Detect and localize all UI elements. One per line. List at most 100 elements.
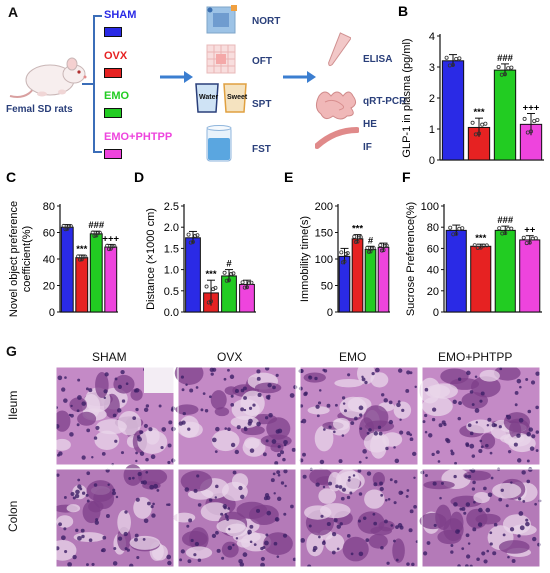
group-swatch-emo bbox=[104, 108, 122, 118]
data-point bbox=[365, 245, 370, 250]
y-tick-label: 0 bbox=[433, 307, 439, 319]
group-swatch-emo-phtpp bbox=[104, 149, 122, 159]
data-point bbox=[339, 250, 344, 255]
data-point bbox=[249, 280, 254, 285]
bar-emo-phtpp bbox=[519, 239, 541, 313]
panel-letter: C bbox=[6, 170, 16, 185]
bar-emo bbox=[89, 233, 103, 313]
data-point bbox=[532, 119, 537, 124]
bar-sham bbox=[60, 226, 74, 313]
data-point bbox=[352, 234, 357, 239]
test-label-fst: FST bbox=[252, 144, 271, 155]
histology-tile-ileum-1 bbox=[174, 367, 298, 466]
y-axis-label: GLP-1 in plasma (pg/ml) bbox=[401, 38, 413, 157]
data-point bbox=[96, 231, 101, 236]
significance-label: *** bbox=[205, 269, 216, 280]
data-point bbox=[68, 224, 73, 229]
data-point bbox=[506, 66, 511, 71]
data-point bbox=[97, 230, 102, 235]
y-tick-label: 60 bbox=[43, 228, 55, 240]
histology-row-colon: Colon bbox=[6, 500, 20, 532]
data-point bbox=[247, 281, 252, 286]
data-point bbox=[224, 278, 229, 283]
data-point bbox=[193, 233, 198, 238]
data-point bbox=[63, 227, 68, 232]
panel-letter: B bbox=[398, 3, 408, 19]
significance-label: +++ bbox=[102, 233, 119, 244]
arrow-icon bbox=[283, 71, 316, 83]
data-point bbox=[483, 121, 488, 126]
y-tick-label: 80 bbox=[427, 222, 439, 234]
data-point bbox=[83, 254, 88, 259]
significance-label: *** bbox=[475, 233, 486, 244]
bar-ovx bbox=[75, 257, 89, 313]
data-point bbox=[242, 285, 247, 290]
y-tick-label: 2.5 bbox=[164, 201, 179, 213]
assay-label-elisa: ELISA bbox=[363, 54, 393, 65]
bar-sham bbox=[441, 60, 465, 161]
data-point bbox=[470, 120, 475, 125]
tissue-slice-icon bbox=[315, 127, 359, 149]
y-tick-label: 0.5 bbox=[164, 286, 179, 298]
subject-label: Femal SD rats bbox=[6, 104, 73, 115]
data-point bbox=[195, 233, 200, 238]
y-tick-label: 2 bbox=[429, 93, 435, 105]
data-point bbox=[105, 243, 110, 248]
spt-sweet-label: Sweet bbox=[227, 94, 248, 101]
bar-emo bbox=[494, 229, 516, 313]
data-point bbox=[473, 132, 478, 137]
data-point bbox=[457, 56, 462, 61]
data-point bbox=[480, 122, 485, 127]
nort-arena-icon bbox=[206, 5, 237, 34]
spt-water-label: Water bbox=[199, 94, 219, 101]
test-label-oft: OFT bbox=[252, 56, 272, 67]
y-tick-label: 150 bbox=[315, 228, 333, 240]
data-point bbox=[94, 233, 99, 238]
data-point bbox=[191, 239, 196, 244]
histology-tile-ileum-0 bbox=[56, 367, 176, 466]
data-point bbox=[112, 244, 117, 249]
data-point bbox=[77, 257, 82, 262]
significance-label: # bbox=[226, 259, 232, 270]
histology-image-grid bbox=[56, 367, 542, 567]
oft-grid-icon bbox=[206, 44, 236, 74]
y-tick-label: 20 bbox=[427, 286, 439, 298]
y-tick-label: 0 bbox=[49, 307, 55, 319]
histology-row-ileum: Ileum bbox=[6, 390, 20, 420]
data-point bbox=[496, 65, 501, 70]
chart-f: F 0 20 40 60 80 100 Sucrose Preference(%) *** ###… bbox=[402, 170, 542, 319]
arrow-icon bbox=[160, 71, 193, 83]
histology-tile-colon-1 bbox=[173, 468, 297, 567]
data-point bbox=[245, 285, 250, 290]
y-tick-label: 20 bbox=[43, 281, 55, 293]
data-point bbox=[530, 236, 535, 241]
spt-bottles-icon bbox=[195, 83, 247, 113]
y-tick-label: 1 bbox=[429, 124, 435, 136]
significance-label: ### bbox=[497, 215, 514, 226]
group-label-emo: EMO bbox=[104, 90, 130, 102]
histology-tile-ileum-2 bbox=[298, 367, 419, 466]
bar-ovx bbox=[470, 245, 492, 313]
data-point bbox=[67, 224, 72, 229]
data-point bbox=[481, 243, 486, 248]
data-point bbox=[378, 243, 383, 248]
panel-letter: E bbox=[284, 170, 293, 185]
significance-label: *** bbox=[473, 107, 484, 118]
y-tick-label: 100 bbox=[315, 254, 333, 266]
data-point bbox=[521, 235, 526, 240]
data-point bbox=[81, 254, 86, 259]
test-label-spt: SPT bbox=[252, 99, 272, 110]
test-label-nort: NORT bbox=[252, 16, 281, 27]
y-tick-label: 40 bbox=[43, 254, 55, 266]
assay-label-he: HE bbox=[363, 119, 377, 130]
histology-column-emo: EMO bbox=[339, 350, 367, 364]
y-axis-label: Novel object preference bbox=[8, 201, 20, 317]
rat-icon bbox=[9, 57, 87, 98]
data-point bbox=[186, 232, 191, 237]
y-axis-label: Immobility time(s) bbox=[299, 216, 311, 302]
bar-sham bbox=[445, 229, 467, 313]
data-point bbox=[240, 280, 245, 285]
data-point bbox=[357, 235, 362, 240]
y-tick-label: 1.5 bbox=[164, 243, 179, 255]
y-tick-label: 0 bbox=[327, 307, 333, 319]
